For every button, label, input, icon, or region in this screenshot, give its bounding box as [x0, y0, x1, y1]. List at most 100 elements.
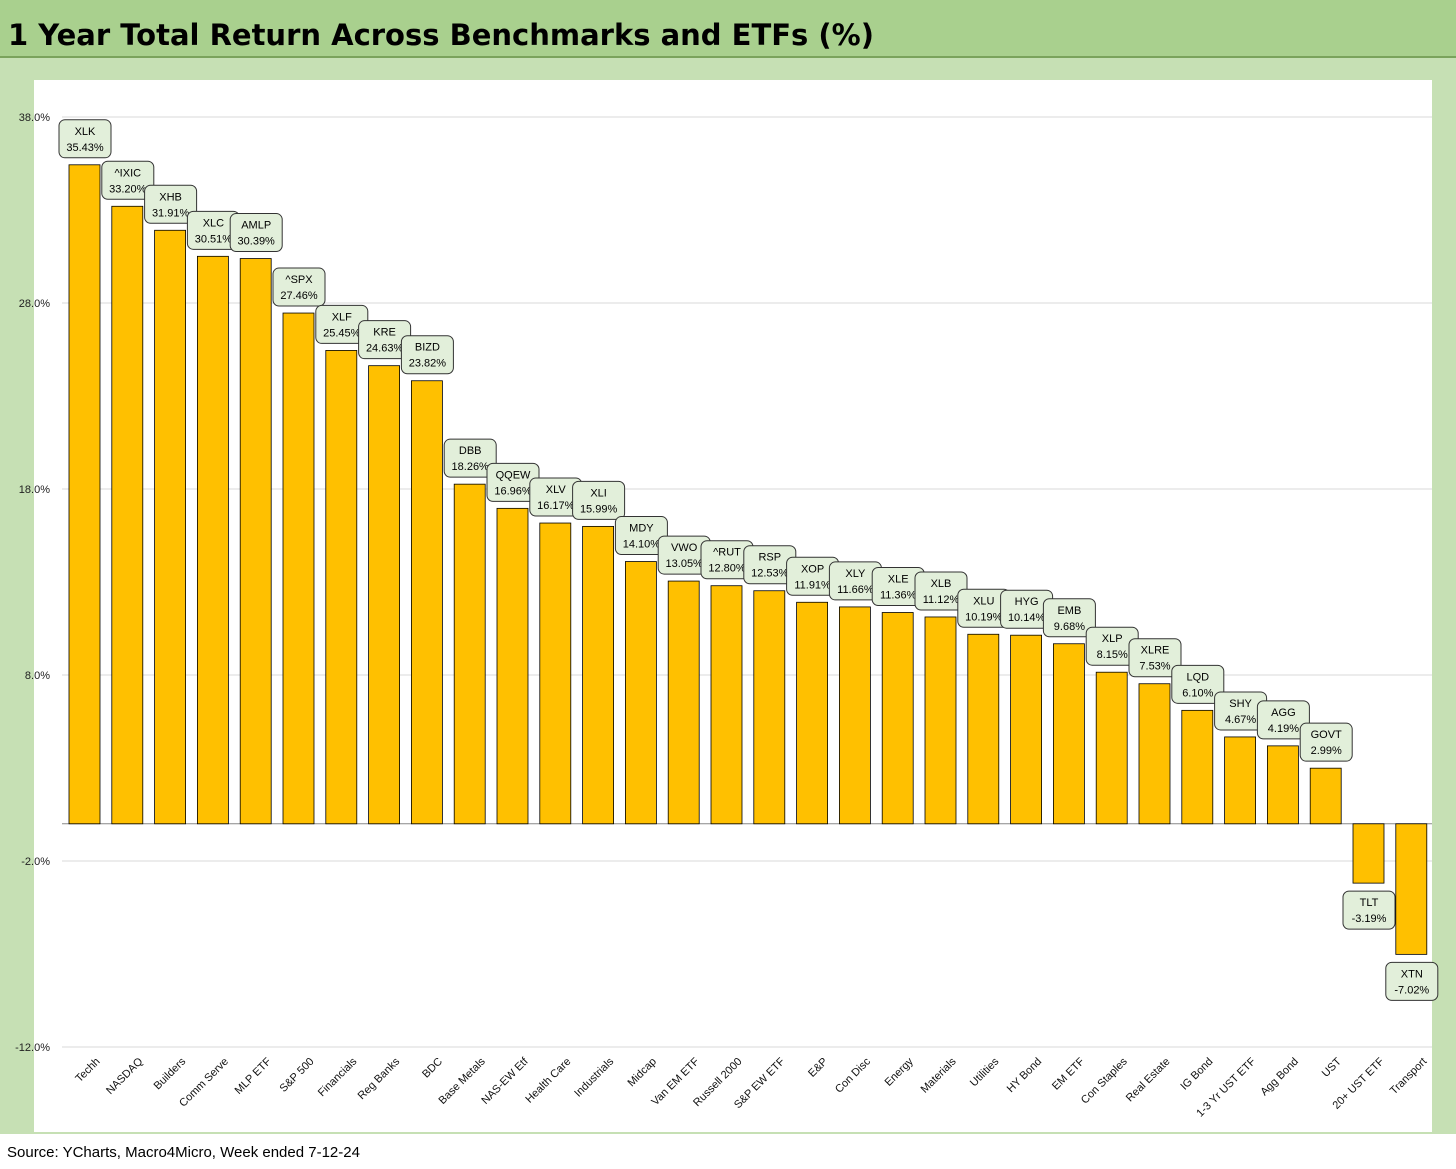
x-tick-label: BDC [420, 1056, 445, 1081]
data-label-ticker: XLP [1102, 633, 1123, 645]
data-label-ticker: XOP [801, 563, 824, 575]
data-label: XLE 11.36% [871, 567, 925, 607]
data-label: KRE 24.63% [358, 320, 412, 360]
data-label: XOP 11.91% [786, 556, 840, 596]
data-label-ticker: XLB [931, 578, 952, 590]
data-label-value: 18.26% [452, 461, 490, 473]
data-label: VWO 13.05% [657, 535, 711, 575]
data-label-ticker: XLF [332, 311, 352, 323]
bar [368, 365, 401, 825]
bar [453, 483, 486, 825]
data-label-value: 16.96% [494, 485, 532, 497]
bar [839, 606, 871, 825]
data-label-value: 24.63% [366, 343, 404, 355]
data-label: XLI 15.99% [572, 480, 626, 520]
x-tick-label: S&P 500 [278, 1056, 317, 1095]
x-tick-label: Builders [152, 1055, 189, 1092]
bars [68, 164, 1428, 955]
bar [753, 590, 786, 825]
x-tick-label: NASDAQ [104, 1055, 146, 1097]
data-label-ticker: XLV [546, 484, 567, 496]
data-label: ^IXIC 33.20% [101, 160, 155, 200]
y-tick-label: 18.0% [19, 484, 50, 496]
chart-title: 1 Year Total Return Across Benchmarks an… [8, 18, 874, 52]
x-tick-label: Materials [919, 1055, 959, 1095]
data-label-value: 14.10% [623, 539, 661, 551]
bar [111, 205, 144, 825]
data-label-box [58, 119, 112, 159]
bar [1395, 823, 1428, 955]
data-label: XTN -7.02% [1385, 961, 1439, 1001]
data-label-value: 9.68% [1054, 621, 1085, 633]
data-label-value: 2.99% [1311, 745, 1342, 757]
x-tick-label: E&P [806, 1056, 830, 1080]
data-label-ticker: XLU [973, 595, 994, 607]
data-label-value: 11.91% [794, 579, 831, 591]
data-label-value: 10.14% [1008, 612, 1046, 624]
data-label-ticker: DBB [459, 445, 482, 457]
bar [539, 522, 572, 825]
data-label-ticker: BIZD [415, 342, 440, 354]
bar [196, 255, 229, 825]
data-label-value: 30.39% [238, 236, 276, 248]
data-label-ticker: ^SPX [285, 274, 313, 286]
source-note: Source: YCharts, Macro4Micro, Week ended… [7, 1144, 360, 1161]
data-label: AMLP 30.39% [229, 213, 283, 253]
x-tick-label: Agg Bond [1258, 1056, 1301, 1099]
data-label-ticker: XLK [75, 126, 96, 138]
data-label-ticker: XHB [159, 191, 182, 203]
data-label-ticker: XLC [203, 217, 224, 229]
data-label-value: 6.10% [1182, 687, 1213, 699]
data-label: EMB 9.68% [1042, 598, 1096, 638]
bar [1267, 745, 1299, 825]
data-label: XLC 30.51% [186, 210, 240, 250]
data-label-value: 11.12% [923, 594, 960, 606]
data-label-ticker: HYG [1015, 596, 1039, 608]
data-label-ticker: XLE [888, 574, 909, 586]
data-label: XLRE 7.53% [1128, 638, 1182, 678]
data-label-box [229, 213, 283, 253]
data-label-ticker: AGG [1271, 707, 1295, 719]
data-label: MDY 14.10% [614, 516, 668, 556]
x-tick-label: HY Bond [1005, 1056, 1044, 1095]
data-label-value: 8.15% [1097, 649, 1128, 661]
data-label-box [1128, 638, 1182, 678]
data-label-ticker: KRE [373, 327, 396, 339]
x-tick-label: UST [1320, 1055, 1344, 1079]
data-label-ticker: ^RUT [713, 547, 741, 559]
y-tick-label: 28.0% [19, 298, 50, 310]
bar [967, 633, 1000, 825]
y-tick-label: -2.0% [21, 856, 50, 868]
bar [667, 580, 700, 825]
data-label-value: 35.43% [66, 142, 104, 154]
data-label-ticker: XLI [590, 487, 607, 499]
bar [881, 612, 914, 825]
data-label: XLB 11.12% [914, 571, 968, 611]
y-tick-label: 38.0% [19, 112, 50, 124]
data-label-box [1171, 664, 1225, 704]
bar [1138, 683, 1171, 825]
bar [1181, 709, 1214, 825]
data-label-box [400, 335, 454, 375]
data-label-ticker: XLRE [1141, 645, 1170, 657]
x-tick-label: Reg Banks [356, 1055, 403, 1102]
x-tick-label: MLP ETF [233, 1055, 274, 1096]
data-label-ticker: VWO [671, 542, 698, 554]
bar [1309, 767, 1342, 825]
x-tick-label: NAS-EW Etf [479, 1055, 531, 1107]
bar [282, 312, 315, 825]
data-label-value: 15.99% [580, 503, 618, 515]
data-label-value: 7.53% [1139, 661, 1170, 673]
bar [68, 164, 101, 825]
y-tick-label: 8.0% [25, 670, 50, 682]
data-label-ticker: XTN [1401, 968, 1423, 980]
bar [325, 350, 358, 825]
x-tick-label: Financials [316, 1055, 360, 1099]
data-label: HYG 10.14% [1000, 589, 1054, 629]
data-label-box [101, 160, 155, 200]
x-tick-label: EM ETF [1050, 1055, 1087, 1092]
data-label-value: 12.53% [751, 568, 789, 580]
data-label-ticker: MDY [629, 523, 654, 535]
